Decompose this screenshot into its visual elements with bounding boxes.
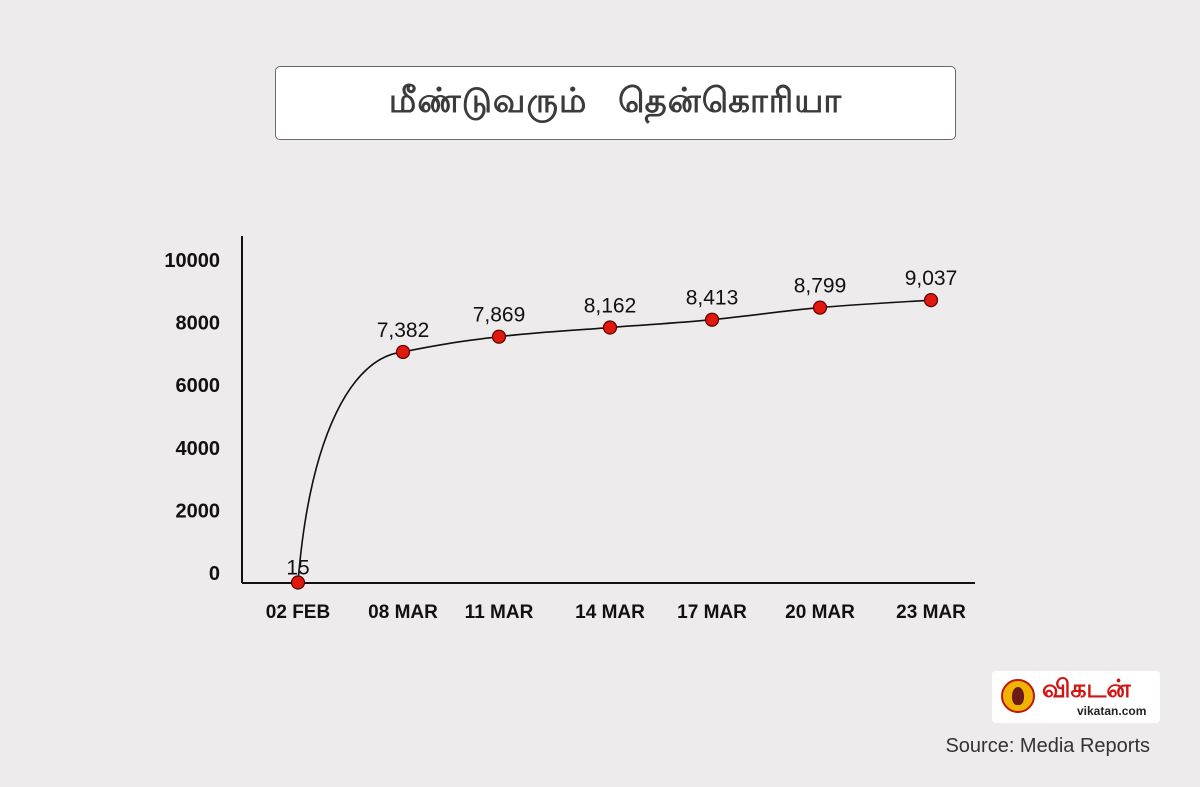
x-tick-label: 02 FEB <box>266 602 330 623</box>
y-tick-label: 0 <box>209 563 220 585</box>
series-line <box>297 299 932 583</box>
vikatan-emblem-icon <box>1001 679 1035 713</box>
data-labels-group: 15 7,382 7,869 8,162 8,413 8,799 9,037 <box>286 267 957 579</box>
logo-url: vikatan.com <box>1077 704 1147 718</box>
x-tick-label: 23 MAR <box>896 602 966 623</box>
data-point <box>704 312 720 327</box>
x-tick-label: 20 MAR <box>785 602 855 623</box>
vikatan-logo: விகடன் vikatan.com <box>992 671 1160 723</box>
data-label: 8,162 <box>584 295 637 318</box>
data-point <box>923 293 939 308</box>
data-point <box>491 329 507 344</box>
data-point <box>290 575 306 590</box>
data-label: 7,382 <box>377 319 430 342</box>
y-tick-label: 4000 <box>176 438 221 460</box>
x-tick-label: 08 MAR <box>368 602 438 623</box>
x-axis-ticks: 02 FEB 08 MAR 11 MAR 14 MAR 17 MAR 20 MAR 23 M… <box>266 602 966 623</box>
y-axis-ticks: 0 2000 4000 6000 8000 10000 <box>164 250 220 585</box>
y-tick-label: 10000 <box>164 250 220 272</box>
data-point <box>395 344 411 360</box>
chart-title-box: மீண்டுவரும் தென்கொரியா <box>275 66 956 140</box>
x-tick-label: 14 MAR <box>575 602 645 623</box>
logo-name: விகடன் <box>1042 674 1131 703</box>
chart-axes <box>241 236 975 584</box>
data-label: 8,799 <box>794 275 847 298</box>
y-tick-label: 2000 <box>176 500 221 522</box>
data-point <box>812 300 828 315</box>
source-note: Source: Media Reports <box>945 735 1150 757</box>
data-label: 7,869 <box>473 304 526 327</box>
x-tick-label: 11 MAR <box>465 602 534 623</box>
y-tick-label: 8000 <box>176 313 221 335</box>
data-label: 15 <box>286 557 309 580</box>
chart-title: மீண்டுவரும் தென்கொரியா <box>388 81 843 121</box>
data-label: 8,413 <box>686 287 739 310</box>
y-tick-label: 6000 <box>176 375 221 397</box>
points-group <box>290 293 939 590</box>
data-point <box>602 320 618 335</box>
x-tick-label: 17 MAR <box>677 602 747 623</box>
series-group <box>297 299 932 583</box>
data-label: 9,037 <box>905 267 958 290</box>
